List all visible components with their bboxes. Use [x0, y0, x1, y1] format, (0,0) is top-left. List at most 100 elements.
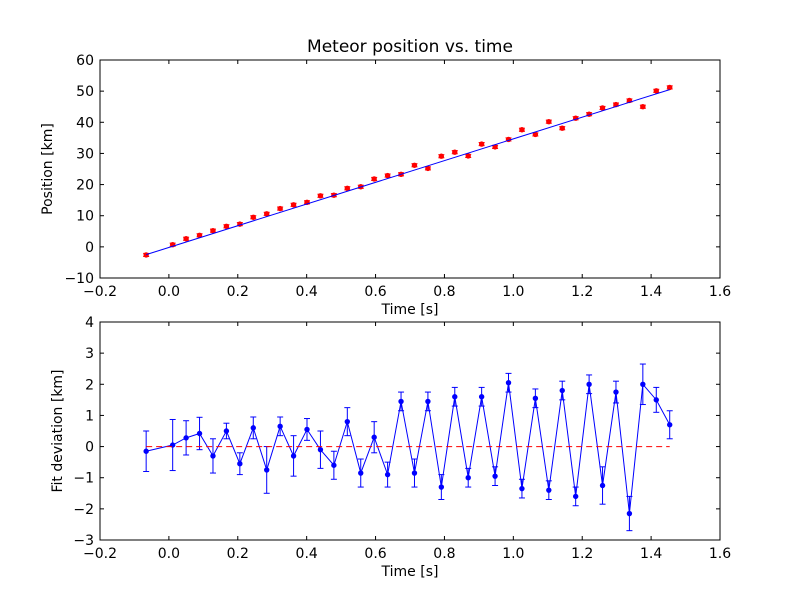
- data-point: [478, 394, 485, 400]
- data-point: [398, 398, 404, 405]
- data-point: [277, 205, 283, 212]
- data-point: [519, 127, 525, 133]
- x-axis-label: Time [s]: [381, 564, 439, 580]
- data-point: [250, 214, 256, 220]
- y-tick-label: 0: [85, 440, 94, 456]
- data-point: [371, 176, 377, 182]
- x-tick-label: −0.2: [83, 546, 117, 562]
- y-tick-label: 1: [85, 408, 94, 424]
- x-tick-label: 1.2: [571, 546, 593, 562]
- data-point: [478, 141, 485, 147]
- y-tick-label: 50: [76, 84, 94, 100]
- data-point: [599, 482, 606, 489]
- x-tick-label: 0.8: [433, 284, 455, 300]
- data-point: [143, 252, 149, 258]
- data-point: [223, 428, 230, 434]
- x-tick-label: 0.2: [227, 284, 249, 300]
- data-point: [344, 418, 351, 425]
- x-tick-label: 1.6: [709, 546, 731, 562]
- y-tick-label: −3: [73, 533, 94, 549]
- y-tick-label: 10: [76, 209, 94, 225]
- data-point: [640, 104, 646, 110]
- data-point: [237, 461, 243, 467]
- data-point: [384, 471, 391, 478]
- data-point: [640, 381, 646, 387]
- data-point: [264, 211, 270, 217]
- y-tick-label: 60: [76, 53, 94, 69]
- y-tick-label: 2: [85, 377, 94, 393]
- data-point: [492, 473, 498, 479]
- fit-line: [146, 89, 670, 256]
- y-tick-label: −10: [64, 271, 94, 287]
- x-tick-label: 1.0: [502, 546, 524, 562]
- x-tick-label: 1.0: [502, 284, 524, 300]
- x-tick-label: 0.6: [364, 284, 386, 300]
- y-tick-label: 20: [76, 178, 94, 194]
- data-point: [331, 462, 337, 468]
- chart-title: Meteor position vs. time: [307, 37, 513, 57]
- data-point: [210, 453, 216, 459]
- data-point: [559, 125, 565, 131]
- x-tick-label: 1.4: [640, 546, 662, 562]
- x-tick-label: 0.0: [158, 546, 180, 562]
- data-point: [667, 422, 673, 428]
- position-axis-ticks: −0.2 0.0 0.2 0.4 0.6 0.8 1.0 1.2 1.4 1.6 −10 0 10 20 3…: [64, 53, 731, 300]
- data-point: [653, 397, 659, 403]
- data-point: [532, 395, 539, 401]
- data-point: [384, 172, 391, 179]
- data-point: [223, 223, 230, 230]
- data-point: [143, 448, 149, 454]
- data-point: [653, 88, 659, 94]
- x-axis-label: Time [s]: [381, 302, 439, 318]
- data-point: [411, 162, 418, 168]
- data-point: [546, 118, 552, 125]
- data-point: [572, 493, 579, 500]
- data-point: [559, 387, 565, 394]
- data-point: [317, 193, 324, 199]
- x-tick-label: 1.4: [640, 284, 662, 300]
- data-point: [290, 453, 297, 459]
- y-tick-label: 30: [76, 146, 94, 162]
- y-axis-label: Position [km]: [40, 123, 56, 215]
- x-tick-label: 0.4: [296, 546, 318, 562]
- data-point: [411, 470, 418, 476]
- x-tick-label: 0.0: [158, 284, 180, 300]
- data-point: [290, 202, 297, 208]
- data-point: [250, 425, 256, 431]
- y-tick-label: 0: [85, 240, 94, 256]
- deviation-axis-ticks: −0.2 0.0 0.2 0.4 0.6 0.8 1.0 1.2 1.4 1.6 −3 −2 −1 0 1 2…: [73, 315, 731, 562]
- data-point: [438, 153, 445, 159]
- data-point: [371, 434, 377, 440]
- data-point: [519, 485, 525, 492]
- x-tick-label: 1.2: [571, 284, 593, 300]
- data-point: [425, 398, 431, 405]
- x-tick-label: 0.6: [364, 546, 386, 562]
- position-chart: Meteor position vs. time −0.2 0.0 0.2 0.4 0.…: [40, 37, 731, 318]
- data-point: [183, 236, 189, 242]
- data-point: [304, 426, 310, 433]
- data-point: [277, 423, 283, 430]
- data-point: [196, 430, 203, 437]
- data-point: [505, 380, 512, 386]
- x-tick-label: 0.4: [296, 284, 318, 300]
- data-point: [613, 389, 619, 395]
- y-tick-label: −1: [73, 471, 94, 487]
- data-point: [210, 227, 216, 234]
- data-point: [465, 475, 471, 481]
- data-point: [465, 153, 471, 159]
- data-point: [667, 84, 673, 91]
- data-point: [599, 105, 606, 111]
- y-tick-label: 3: [85, 346, 94, 362]
- plot-frame: [99, 59, 721, 279]
- data-point: [358, 470, 364, 476]
- data-point: [183, 435, 189, 441]
- y-axis-label: Fit deviation [km]: [50, 369, 66, 492]
- x-tick-label: 0.8: [433, 546, 455, 562]
- fit-deviation-chart: −0.2 0.0 0.2 0.4 0.6 0.8 1.0 1.2 1.4 1.6 −3 −2 −1 0 1 2…: [50, 315, 731, 580]
- position-plot-area: [143, 84, 673, 258]
- data-point: [344, 185, 351, 192]
- y-tick-label: −2: [73, 502, 94, 518]
- x-tick-label: 1.6: [709, 284, 731, 300]
